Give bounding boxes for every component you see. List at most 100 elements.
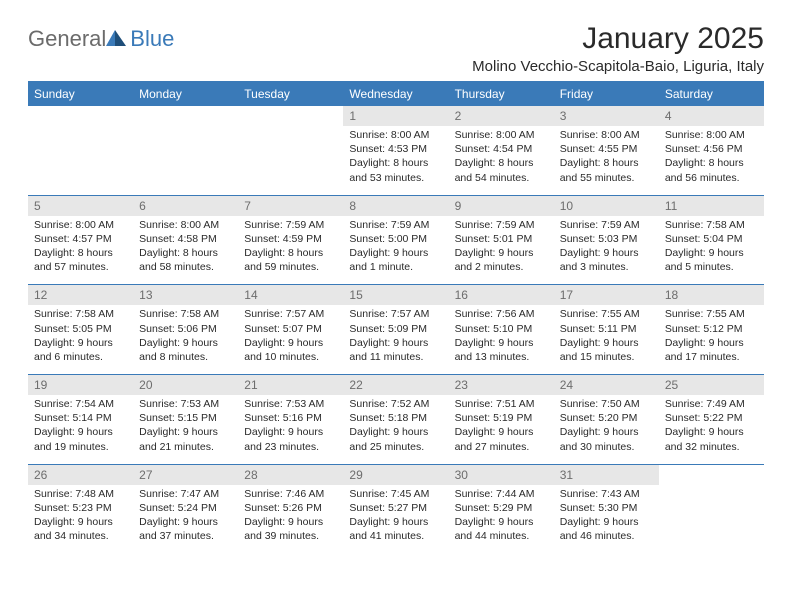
sunset-line: Sunset: 5:07 PM [244, 322, 337, 336]
day-number-cell: 20 [133, 375, 238, 396]
sunset-line: Sunset: 5:15 PM [139, 411, 232, 425]
daylight-line: Daylight: 9 hours and 8 minutes. [139, 336, 232, 364]
sunrise-line: Sunrise: 7:59 AM [244, 218, 337, 232]
sunrise-line: Sunrise: 8:00 AM [560, 128, 653, 142]
day-detail-cell: Sunrise: 7:57 AMSunset: 5:07 PMDaylight:… [238, 305, 343, 374]
day-detail-cell: Sunrise: 8:00 AMSunset: 4:53 PMDaylight:… [343, 126, 448, 195]
day-detail-cell: Sunrise: 8:00 AMSunset: 4:54 PMDaylight:… [449, 126, 554, 195]
sunset-line: Sunset: 4:56 PM [665, 142, 758, 156]
sunset-line: Sunset: 4:59 PM [244, 232, 337, 246]
day-number-cell [28, 106, 133, 127]
day-detail-cell [28, 126, 133, 195]
day-number-cell: 9 [449, 195, 554, 216]
sunrise-line: Sunrise: 7:43 AM [560, 487, 653, 501]
day-detail-cell: Sunrise: 7:58 AMSunset: 5:04 PMDaylight:… [659, 216, 764, 285]
day-detail-cell: Sunrise: 7:51 AMSunset: 5:19 PMDaylight:… [449, 395, 554, 464]
logo-text-general: General [28, 26, 106, 52]
sunrise-line: Sunrise: 7:46 AM [244, 487, 337, 501]
sunset-line: Sunset: 4:55 PM [560, 142, 653, 156]
day-detail-cell: Sunrise: 7:44 AMSunset: 5:29 PMDaylight:… [449, 485, 554, 554]
day-detail-cell [238, 126, 343, 195]
day-number-cell: 12 [28, 285, 133, 306]
day-detail-cell: Sunrise: 7:59 AMSunset: 5:03 PMDaylight:… [554, 216, 659, 285]
daylight-line: Daylight: 8 hours and 55 minutes. [560, 156, 653, 184]
week-daynum-row: 12131415161718 [28, 285, 764, 306]
sunrise-line: Sunrise: 7:53 AM [244, 397, 337, 411]
day-number-cell [133, 106, 238, 127]
sunset-line: Sunset: 5:27 PM [349, 501, 442, 515]
daylight-line: Daylight: 9 hours and 25 minutes. [349, 425, 442, 453]
week-detail-row: Sunrise: 8:00 AMSunset: 4:53 PMDaylight:… [28, 126, 764, 195]
daylight-line: Daylight: 9 hours and 27 minutes. [455, 425, 548, 453]
sunset-line: Sunset: 5:20 PM [560, 411, 653, 425]
sunrise-line: Sunrise: 7:55 AM [665, 307, 758, 321]
day-detail-cell: Sunrise: 7:53 AMSunset: 5:15 PMDaylight:… [133, 395, 238, 464]
day-number-cell: 8 [343, 195, 448, 216]
day-detail-cell: Sunrise: 7:55 AMSunset: 5:11 PMDaylight:… [554, 305, 659, 374]
day-detail-cell: Sunrise: 7:47 AMSunset: 5:24 PMDaylight:… [133, 485, 238, 554]
sunrise-line: Sunrise: 7:54 AM [34, 397, 127, 411]
sunrise-line: Sunrise: 7:57 AM [244, 307, 337, 321]
day-detail-cell: Sunrise: 8:00 AMSunset: 4:56 PMDaylight:… [659, 126, 764, 195]
location-text: Molino Vecchio-Scapitola-Baio, Liguria, … [472, 58, 764, 75]
day-number-cell: 6 [133, 195, 238, 216]
day-number-cell: 3 [554, 106, 659, 127]
day-detail-cell: Sunrise: 7:59 AMSunset: 5:00 PMDaylight:… [343, 216, 448, 285]
sunset-line: Sunset: 4:53 PM [349, 142, 442, 156]
daylight-line: Daylight: 9 hours and 30 minutes. [560, 425, 653, 453]
sunrise-line: Sunrise: 7:48 AM [34, 487, 127, 501]
day-detail-cell: Sunrise: 7:49 AMSunset: 5:22 PMDaylight:… [659, 395, 764, 464]
day-number-cell: 29 [343, 464, 448, 485]
day-number-cell: 15 [343, 285, 448, 306]
dow-header: Wednesday [343, 82, 448, 106]
day-detail-cell: Sunrise: 7:52 AMSunset: 5:18 PMDaylight:… [343, 395, 448, 464]
sunrise-line: Sunrise: 7:56 AM [455, 307, 548, 321]
daylight-line: Daylight: 8 hours and 53 minutes. [349, 156, 442, 184]
sunset-line: Sunset: 5:18 PM [349, 411, 442, 425]
dow-header: Monday [133, 82, 238, 106]
sunset-line: Sunset: 5:04 PM [665, 232, 758, 246]
sunset-line: Sunset: 5:00 PM [349, 232, 442, 246]
sunset-line: Sunset: 5:26 PM [244, 501, 337, 515]
day-detail-cell: Sunrise: 7:45 AMSunset: 5:27 PMDaylight:… [343, 485, 448, 554]
calendar-table: SundayMondayTuesdayWednesdayThursdayFrid… [28, 81, 764, 553]
week-daynum-row: 1234 [28, 106, 764, 127]
day-detail-cell: Sunrise: 7:43 AMSunset: 5:30 PMDaylight:… [554, 485, 659, 554]
day-number-cell: 28 [238, 464, 343, 485]
sunrise-line: Sunrise: 7:59 AM [560, 218, 653, 232]
sunrise-line: Sunrise: 7:44 AM [455, 487, 548, 501]
sunrise-line: Sunrise: 7:58 AM [665, 218, 758, 232]
day-number-cell: 26 [28, 464, 133, 485]
daylight-line: Daylight: 9 hours and 41 minutes. [349, 515, 442, 543]
day-detail-cell: Sunrise: 8:00 AMSunset: 4:58 PMDaylight:… [133, 216, 238, 285]
logo-text-blue: Blue [130, 26, 174, 52]
dow-header: Tuesday [238, 82, 343, 106]
day-number-cell: 18 [659, 285, 764, 306]
daylight-line: Daylight: 9 hours and 23 minutes. [244, 425, 337, 453]
dow-header: Sunday [28, 82, 133, 106]
logo-mark-icon [106, 28, 128, 46]
day-of-week-row: SundayMondayTuesdayWednesdayThursdayFrid… [28, 82, 764, 106]
day-detail-cell: Sunrise: 7:59 AMSunset: 4:59 PMDaylight:… [238, 216, 343, 285]
sunset-line: Sunset: 4:58 PM [139, 232, 232, 246]
sunset-line: Sunset: 5:03 PM [560, 232, 653, 246]
day-number-cell [238, 106, 343, 127]
sunrise-line: Sunrise: 8:00 AM [665, 128, 758, 142]
sunset-line: Sunset: 5:10 PM [455, 322, 548, 336]
day-number-cell: 5 [28, 195, 133, 216]
dow-header: Friday [554, 82, 659, 106]
daylight-line: Daylight: 9 hours and 3 minutes. [560, 246, 653, 274]
day-detail-cell: Sunrise: 7:57 AMSunset: 5:09 PMDaylight:… [343, 305, 448, 374]
sunrise-line: Sunrise: 7:53 AM [139, 397, 232, 411]
sunrise-line: Sunrise: 7:49 AM [665, 397, 758, 411]
daylight-line: Daylight: 9 hours and 11 minutes. [349, 336, 442, 364]
daylight-line: Daylight: 9 hours and 21 minutes. [139, 425, 232, 453]
sunrise-line: Sunrise: 7:59 AM [349, 218, 442, 232]
daylight-line: Daylight: 9 hours and 15 minutes. [560, 336, 653, 364]
daylight-line: Daylight: 9 hours and 39 minutes. [244, 515, 337, 543]
daylight-line: Daylight: 8 hours and 54 minutes. [455, 156, 548, 184]
day-detail-cell [659, 485, 764, 554]
sunrise-line: Sunrise: 7:59 AM [455, 218, 548, 232]
sunset-line: Sunset: 5:30 PM [560, 501, 653, 515]
week-detail-row: Sunrise: 7:48 AMSunset: 5:23 PMDaylight:… [28, 485, 764, 554]
